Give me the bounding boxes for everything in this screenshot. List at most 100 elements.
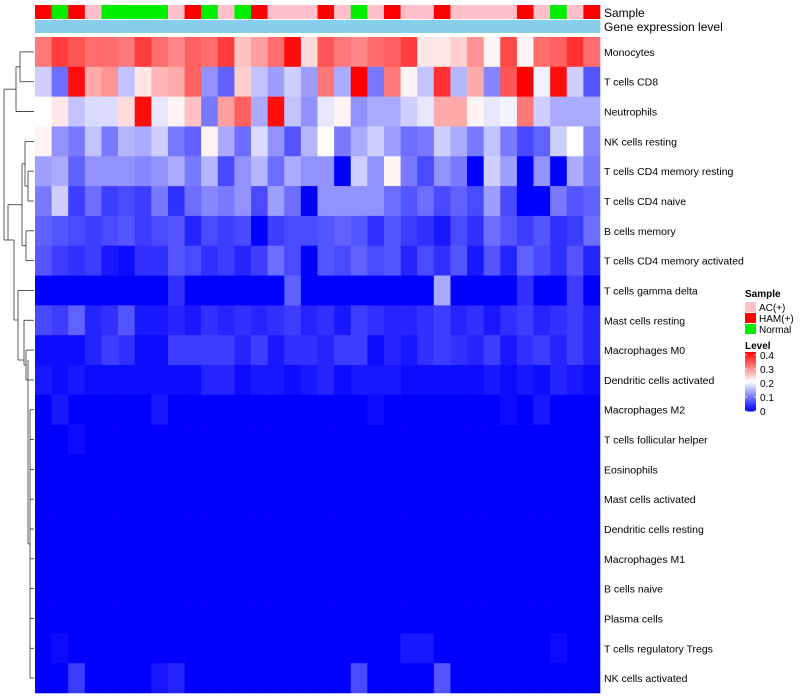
heatmap-cell (134, 543, 152, 575)
heatmap-cell (367, 543, 385, 575)
heatmap-cell (234, 186, 252, 217)
heatmap-cell (234, 484, 252, 515)
heatmap-cell (84, 663, 102, 694)
heatmap-cell (566, 96, 584, 127)
heatmap-cell (550, 603, 568, 634)
heatmap-cell (184, 365, 202, 396)
heatmap-cell (467, 245, 484, 276)
legend-gradient-step (745, 399, 756, 401)
heatmap-cell (334, 305, 352, 336)
heatmap-cell (516, 66, 534, 97)
heatmap-cell (101, 96, 119, 127)
row-label: NK cells activated (604, 673, 688, 685)
heatmap-cell (400, 215, 418, 247)
heatmap-cell (184, 663, 202, 694)
heatmap-cell (566, 37, 584, 68)
heatmap-cell (118, 394, 136, 425)
heatmap-cell (483, 365, 501, 396)
heatmap-cell (550, 186, 568, 217)
sample-annotation-cell (317, 5, 335, 19)
heatmap-cell (317, 126, 335, 157)
legend-gradient-step (745, 375, 756, 378)
heatmap-cell (267, 573, 285, 604)
heatmap-cell (184, 514, 202, 545)
heatmap-cell (417, 573, 435, 604)
legend-gradient-step (745, 409, 756, 411)
gene-expression-annotation-cell (483, 20, 501, 33)
row-label: NK cells resting (604, 136, 677, 148)
heatmap-cell (167, 663, 185, 694)
heatmap-cell (400, 126, 418, 157)
heatmap-cell (201, 484, 219, 515)
row-label: Dendritic cells resting (604, 524, 704, 536)
row-label: Dendritic cells activated (604, 375, 714, 387)
heatmap-cell (267, 215, 285, 247)
heatmap-cell (583, 603, 601, 634)
heatmap-cell (201, 424, 219, 455)
heatmap-cell (251, 365, 268, 396)
heatmap-cell (251, 394, 268, 425)
heatmap-cell (400, 245, 418, 276)
heatmap-cell (317, 484, 335, 515)
legend-gradient-step (745, 393, 756, 395)
heatmap-cell (84, 424, 102, 455)
heatmap-cell (500, 394, 518, 425)
heatmap-cell (84, 514, 102, 545)
heatmap-cell (201, 663, 219, 694)
heatmap-cell (267, 514, 285, 545)
legend-level-label: 0.4 (760, 351, 774, 362)
heatmap-cell (217, 454, 235, 485)
legend-gradient-step (745, 376, 756, 379)
legend-sample-label: Normal (759, 325, 791, 336)
heatmap-cell (35, 335, 52, 366)
heatmap-cell (201, 603, 219, 634)
heatmap-cell (350, 96, 368, 127)
heatmap-cell (417, 603, 435, 634)
heatmap-cell (284, 633, 302, 664)
heatmap-cell (566, 424, 584, 455)
heatmap-cell (118, 156, 136, 187)
heatmap-cell (433, 484, 451, 515)
heatmap-cell (417, 245, 435, 276)
heatmap-cell (68, 514, 86, 545)
sample-annotation-cell (483, 5, 501, 19)
heatmap-cell (118, 543, 136, 575)
heatmap-cell (383, 215, 401, 247)
heatmap-cell (84, 365, 102, 396)
heatmap-cell (68, 66, 86, 97)
heatmap-cell (51, 365, 69, 396)
heatmap-cell (450, 66, 468, 97)
heatmap-cell (533, 245, 551, 276)
heatmap-cell (151, 484, 169, 515)
heatmap-cell (400, 633, 418, 664)
heatmap-cell (151, 394, 169, 425)
heatmap-cell (51, 275, 69, 306)
heatmap-cell (184, 245, 202, 276)
heatmap-cell (433, 245, 451, 276)
heatmap-cell (516, 275, 534, 306)
heatmap-cell (267, 37, 285, 68)
heatmap-cell (51, 603, 69, 634)
heatmap-cell (467, 37, 484, 68)
heatmap-cell (35, 186, 52, 217)
heatmap-cell (118, 96, 136, 127)
legend-gradient-step (745, 364, 756, 367)
heatmap-cell (483, 484, 501, 515)
heatmap-cell (251, 305, 268, 336)
heatmap-cell (566, 663, 584, 694)
heatmap-cell (35, 543, 52, 575)
heatmap-cell (51, 663, 69, 694)
heatmap-cell (533, 335, 551, 366)
sample-annotation-cell (68, 5, 86, 19)
heatmap-cell (251, 335, 268, 366)
row-labels: Monocytes T cells CD8 Neutrophils NK cells … (604, 47, 744, 685)
heatmap-cell (251, 454, 268, 485)
heatmap-cell (433, 573, 451, 604)
heatmap-cell (467, 156, 484, 187)
heatmap-cell (467, 126, 484, 157)
heatmap-cell (550, 335, 568, 366)
heatmap-cell (483, 424, 501, 455)
heatmap-cell (68, 305, 86, 336)
gene-expression-annotation-cell (35, 20, 52, 33)
sample-annotation-cell (51, 5, 69, 19)
